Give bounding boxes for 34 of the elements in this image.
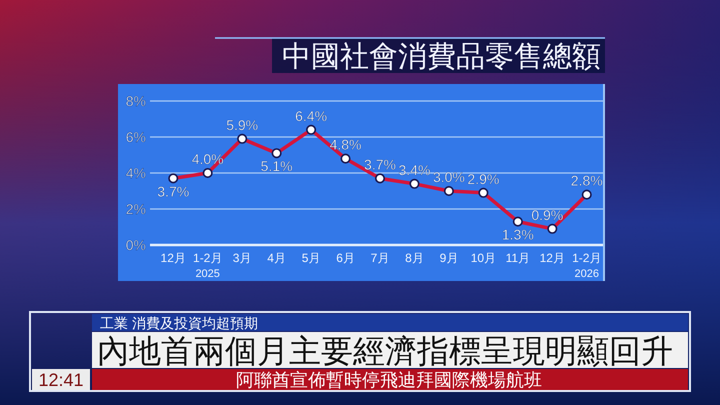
x-tick-label: 12月 [160, 251, 186, 265]
data-label: 3.0% [432, 169, 465, 185]
x-tick-label: 1-2月 2026 [572, 251, 602, 280]
x-tick-label: 3月 [232, 251, 252, 265]
x-tick-label: 1-2月 2025 [193, 251, 222, 280]
data-label: 4.8% [330, 136, 362, 153]
y-tick-label: 0% [126, 237, 146, 253]
data-label: 2.8% [570, 172, 603, 189]
data-label: 5.1% [260, 158, 293, 174]
x-tick-label: 7月 [370, 251, 390, 265]
x-tick-label: 5月 [302, 251, 320, 265]
text: 工業 消費及投資均超預期 [100, 315, 258, 331]
x-tick-label: 6月 [336, 251, 355, 265]
x-tick-label: 9月 [440, 251, 458, 265]
y-tick-label: 2% [126, 201, 146, 217]
chart-title: 中國社會消費品零售總額 [282, 41, 601, 73]
data-label: 5.9% [226, 116, 258, 133]
text: 阿聯酋宣佈暫時停飛迪拜國際機場航班 [236, 370, 542, 390]
text: 12:41 [38, 370, 84, 390]
x-tick-label: 12月 [540, 251, 565, 265]
data-label: 0.9% [531, 206, 564, 223]
y-tick-label: 8% [126, 93, 146, 109]
y-tick-label: 6% [126, 129, 146, 145]
text: 內地首兩個月主要經濟指標呈現明顯回升 [97, 333, 673, 369]
data-label: 3.7% [364, 156, 396, 172]
y-tick-label: 4% [126, 165, 146, 181]
data-label: 2.9% [467, 170, 500, 187]
data-label: 6.4% [295, 108, 328, 124]
x-tick-label: 10月 [470, 251, 496, 265]
x-tick-label: 4月 [267, 251, 286, 265]
x-tick-label: 11月 [506, 251, 530, 265]
data-label: 1.3% [502, 226, 534, 243]
x-tick-label: 8月 [405, 251, 424, 265]
data-label: 3.7% [157, 183, 190, 200]
